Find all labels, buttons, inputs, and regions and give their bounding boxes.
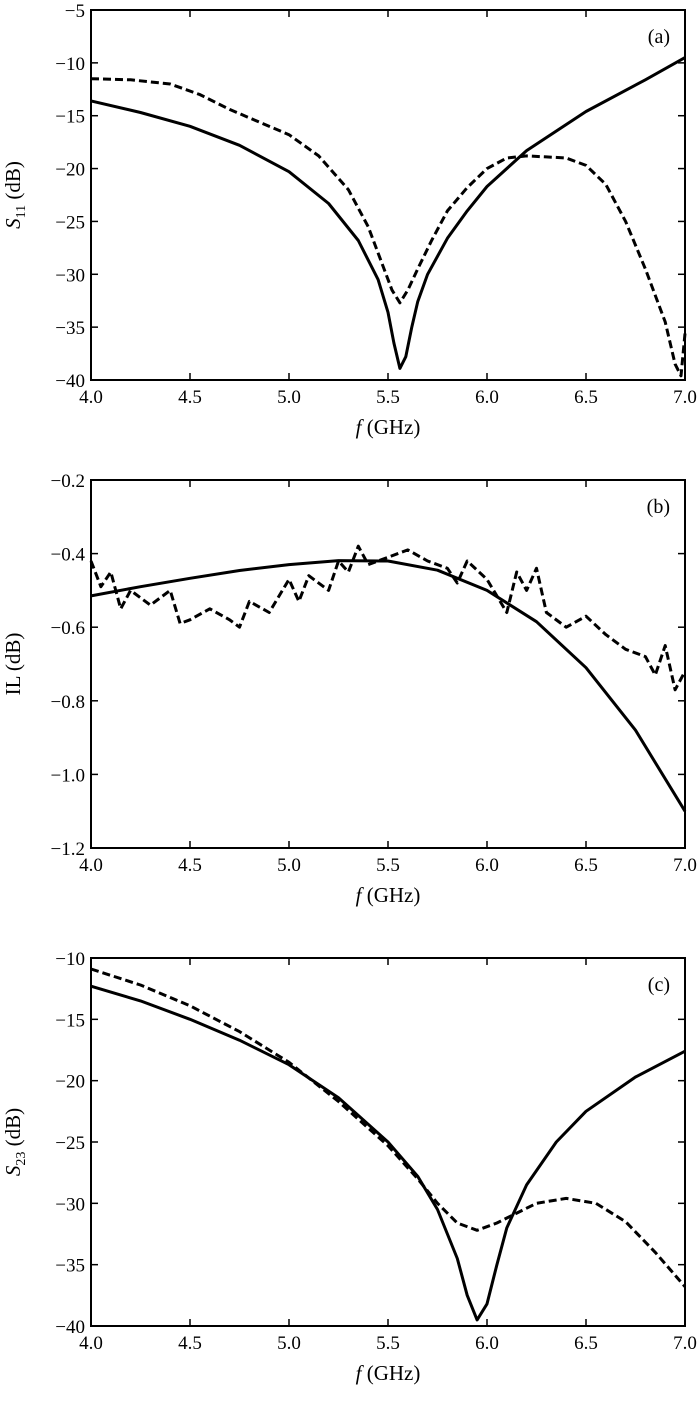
dashed-series-line <box>90 967 687 1288</box>
y-tick-label: −30 <box>55 1194 85 1215</box>
x-axis-label-unit: (GHz) <box>361 415 420 439</box>
y-axis-label: S11 (dB) <box>1 161 29 229</box>
x-tick-label: 5.5 <box>376 387 400 408</box>
x-tick-label: 4.5 <box>178 387 202 408</box>
y-axis-label: S23 (dB) <box>1 1108 29 1176</box>
dashed-series-line <box>89 544 687 692</box>
x-tick-label: 5.0 <box>277 387 301 408</box>
y-tick-label: −5 <box>65 1 85 22</box>
x-axis-label-var: f <box>356 883 365 907</box>
y-tick-label: −40 <box>55 371 85 392</box>
x-axis-label: f (GHz) <box>356 415 421 439</box>
x-tick-label: 6.0 <box>475 855 499 876</box>
y-tick-label: −0.6 <box>51 618 85 639</box>
y-axis-label-var: S <box>1 1165 25 1176</box>
x-axis-label-unit: (GHz) <box>361 1361 420 1385</box>
x-tick-label: 6.5 <box>574 387 598 408</box>
y-tick-label: −40 <box>55 1317 85 1338</box>
x-axis-label-unit: (GHz) <box>361 883 420 907</box>
x-tick-label: 5.5 <box>376 855 400 876</box>
panel-label: (b) <box>647 496 670 518</box>
y-tick-label: −15 <box>55 107 85 128</box>
x-tick-label: 4.0 <box>79 387 103 408</box>
y-axis-label-subscript: 23 <box>14 1152 29 1166</box>
y-axis-label-var: IL <box>1 676 25 695</box>
x-tick-label: 5.0 <box>277 855 301 876</box>
x-tick-label: 6.0 <box>475 1333 499 1354</box>
solid-series-line <box>90 559 687 812</box>
x-tick-label: 4.5 <box>178 855 202 876</box>
x-tick-label: 7.0 <box>673 1333 697 1354</box>
plot-frame <box>90 479 686 849</box>
panel-a-chart: 4.0 4.5 5.0 5.5 6.0 6.5 7.0 −5 −10 −15 −20 −25 −30 −3… <box>1 1 697 439</box>
panel-label: (a) <box>648 26 670 48</box>
y-tick-label: −25 <box>55 1133 85 1154</box>
y-axis-label: IL (dB) <box>1 633 25 696</box>
plot-frame <box>90 9 686 381</box>
y-tick-label: −35 <box>55 318 85 339</box>
y-axis-label-unit: (dB) <box>1 1108 25 1152</box>
x-tick-label: 5.0 <box>277 1333 301 1354</box>
y-tick-label: −25 <box>55 212 85 233</box>
y-axis-label-unit: (dB) <box>1 633 25 677</box>
panel-label: (c) <box>648 974 670 996</box>
y-tick-label: −1.0 <box>51 765 85 786</box>
y-tick-label: −20 <box>55 160 85 181</box>
x-tick-label: 6.5 <box>574 1333 598 1354</box>
panel-c-chart: 4.0 4.5 5.0 5.5 6.0 6.5 7.0 −10 −15 −20 −25 −30 −35 −… <box>1 949 697 1385</box>
y-tick-label: −0.8 <box>51 692 85 713</box>
y-tick-label: −10 <box>55 949 85 970</box>
x-tick-label: 7.0 <box>673 855 697 876</box>
y-tick-label: −0.2 <box>51 471 85 492</box>
x-tick-label: 7.0 <box>673 387 697 408</box>
dashed-series-line <box>90 77 687 378</box>
y-tick-label: −20 <box>55 1072 85 1093</box>
x-axis-label: f (GHz) <box>356 1361 421 1385</box>
y-axis-label-unit: (dB) <box>1 161 25 205</box>
y-axis-label-subscript: 11 <box>14 205 29 218</box>
panel-b-chart: 4.0 4.5 5.0 5.5 6.0 6.5 7.0 −0.2 −0.4 −0.6 −0.8 −1.… <box>1 471 697 907</box>
y-tick-label: −10 <box>55 54 85 75</box>
x-tick-label: 4.5 <box>178 1333 202 1354</box>
solid-series-line <box>90 984 686 1322</box>
x-axis-label-var: f <box>356 1361 365 1385</box>
x-axis-label: f (GHz) <box>356 883 421 907</box>
y-axis-label-var: S <box>1 218 25 229</box>
x-tick-label: 6.0 <box>475 387 499 408</box>
x-axis-label-var: f <box>356 415 365 439</box>
y-tick-label: −15 <box>55 1010 85 1031</box>
y-tick-label: −30 <box>55 265 85 286</box>
y-tick-label: −35 <box>55 1256 85 1277</box>
x-tick-label: 4.0 <box>79 855 103 876</box>
y-tick-label: −0.4 <box>51 545 86 566</box>
x-tick-label: 6.5 <box>574 855 598 876</box>
x-tick-label: 4.0 <box>79 1333 103 1354</box>
y-tick-label: −1.2 <box>51 839 85 860</box>
x-tick-label: 5.5 <box>376 1333 400 1354</box>
solid-series-line <box>90 56 686 370</box>
